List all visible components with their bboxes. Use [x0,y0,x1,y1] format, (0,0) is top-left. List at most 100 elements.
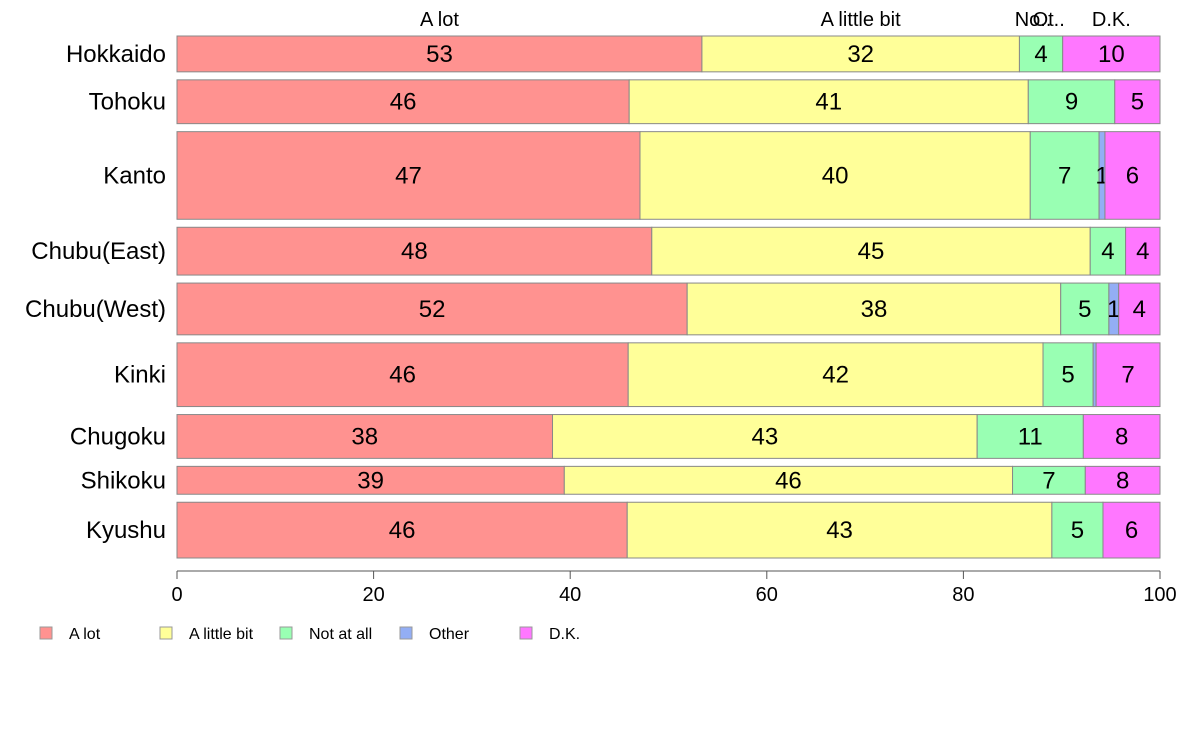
segment-value-label: 52 [419,296,446,323]
segment-value-label: 42 [822,362,849,389]
segment-value-label: 4 [1101,238,1114,265]
segment-value-label: 4 [1136,238,1149,265]
segment-value-label: 53 [426,41,453,68]
legend-label: A lot [69,626,101,643]
segment-value-label: 46 [389,517,416,544]
bar-segment [1125,226,1161,276]
bar-segment [1089,226,1127,276]
bar-row: 48 45 4 4 [176,226,1161,276]
bar-segment [1042,342,1094,408]
bar-segment [1114,79,1161,125]
legend-label: D.K. [549,626,580,643]
segment-value-label: 9 [1065,89,1078,116]
segment-header-label: A little bit [821,9,901,31]
bar-segment [1062,35,1161,73]
bar-segment [1082,414,1161,459]
bar-row: 38 43 11 8 [176,414,1161,459]
segment-header-label: A lot [420,9,459,31]
segment-value-label: 8 [1115,423,1128,450]
legend-item: Other [399,626,470,643]
category-label: Chubu(West) [25,296,166,323]
bar-segment [176,414,554,459]
segment-value-label: 11 [1018,423,1043,450]
bar-segment [1060,282,1110,336]
segment-value-label: 48 [401,238,428,265]
x-tick-label: 100 [1143,584,1176,606]
bar-segment [1118,282,1161,336]
category-label: Kinki [114,362,166,389]
x-tick-label: 20 [362,584,384,606]
bar-segment [976,414,1084,459]
category-label: Tohoku [89,89,166,116]
bar-row: 46 41 9 5 [176,79,1161,125]
bar-row: 46 43 5 6 [176,501,1161,559]
segment-value-label: 10 [1098,41,1125,68]
bar-row: 53 32 4 10 [176,35,1161,73]
segment-value-label: 46 [389,362,416,389]
segment-header-label: Ot.. [1033,9,1065,31]
category-label: Kyushu [86,517,166,544]
bar-segment [626,501,1053,559]
x-tick-label: 80 [952,584,974,606]
segment-value-label: 6 [1125,517,1138,544]
bar-row: 46 42 5 7 [176,342,1161,408]
segment-value-label: 7 [1058,162,1071,189]
bar-row: 47 40 7 1 6 [176,131,1161,220]
segment-value-label: 41 [815,89,842,116]
bar-segment [176,282,688,336]
segment-value-label: 39 [357,467,384,494]
bar-segment [627,342,1044,408]
bar-row: 52 38 5 1 4 [176,282,1161,336]
segment-value-label: 5 [1131,89,1144,116]
segment-value-label: 6 [1126,162,1139,189]
bar-segment [176,79,630,125]
legend: A lot A little bit Not at all Other D.K. [39,626,580,643]
bar-segment [1095,342,1161,408]
segment-value-label: 38 [861,296,888,323]
segment-value-label: 45 [858,238,885,265]
bar-segment [1029,131,1100,220]
segment-header-label: No.. [1015,9,1052,31]
x-tick-label: 0 [171,584,182,606]
bar-segment [639,131,1031,220]
legend-item: D.K. [519,626,580,643]
x-tick-label: 60 [756,584,778,606]
category-label: Chubu(East) [31,238,166,265]
segment-value-label: 7 [1121,362,1134,389]
segment-value-label: 5 [1078,296,1091,323]
segment-value-label: 5 [1071,517,1084,544]
segment-value-label: 5 [1061,362,1074,389]
bar-segment [1051,501,1104,559]
legend-swatch [159,626,173,640]
legend-item: A lot [39,626,101,643]
segment-value-label: 40 [822,162,849,189]
bar-segment [628,79,1029,125]
bar-segment [176,131,641,220]
bar-segment [176,226,653,276]
legend-label: A little bit [189,626,254,643]
bar-segment [1102,501,1161,559]
segment-value-label: 4 [1133,296,1146,323]
x-tick-label: 40 [559,584,581,606]
bar-segment [563,465,1014,495]
segment-value-label: 8 [1116,467,1129,494]
top-labels: A lot A little bit No..Ot.. D.K. [420,9,1131,31]
segment-value-label: 38 [351,423,378,450]
segment-value-label: 1 [1107,296,1120,323]
legend-swatch [39,626,53,640]
category-label: Kanto [103,162,166,189]
segment-value-label: 43 [826,517,853,544]
bar-segment [1027,79,1116,125]
legend-item: Not at all [279,626,372,643]
bar-row: 39 46 7 8 [176,465,1161,495]
segment-value-label: 46 [775,467,802,494]
x-axis: 0 20 40 60 80 100 [171,570,1177,606]
bar-segment [701,35,1020,73]
bar-segment [686,282,1062,336]
legend-label: Not at all [309,626,372,643]
bar-segment [176,501,628,559]
legend-item: A little bit [159,626,254,643]
bar-segment [552,414,978,459]
